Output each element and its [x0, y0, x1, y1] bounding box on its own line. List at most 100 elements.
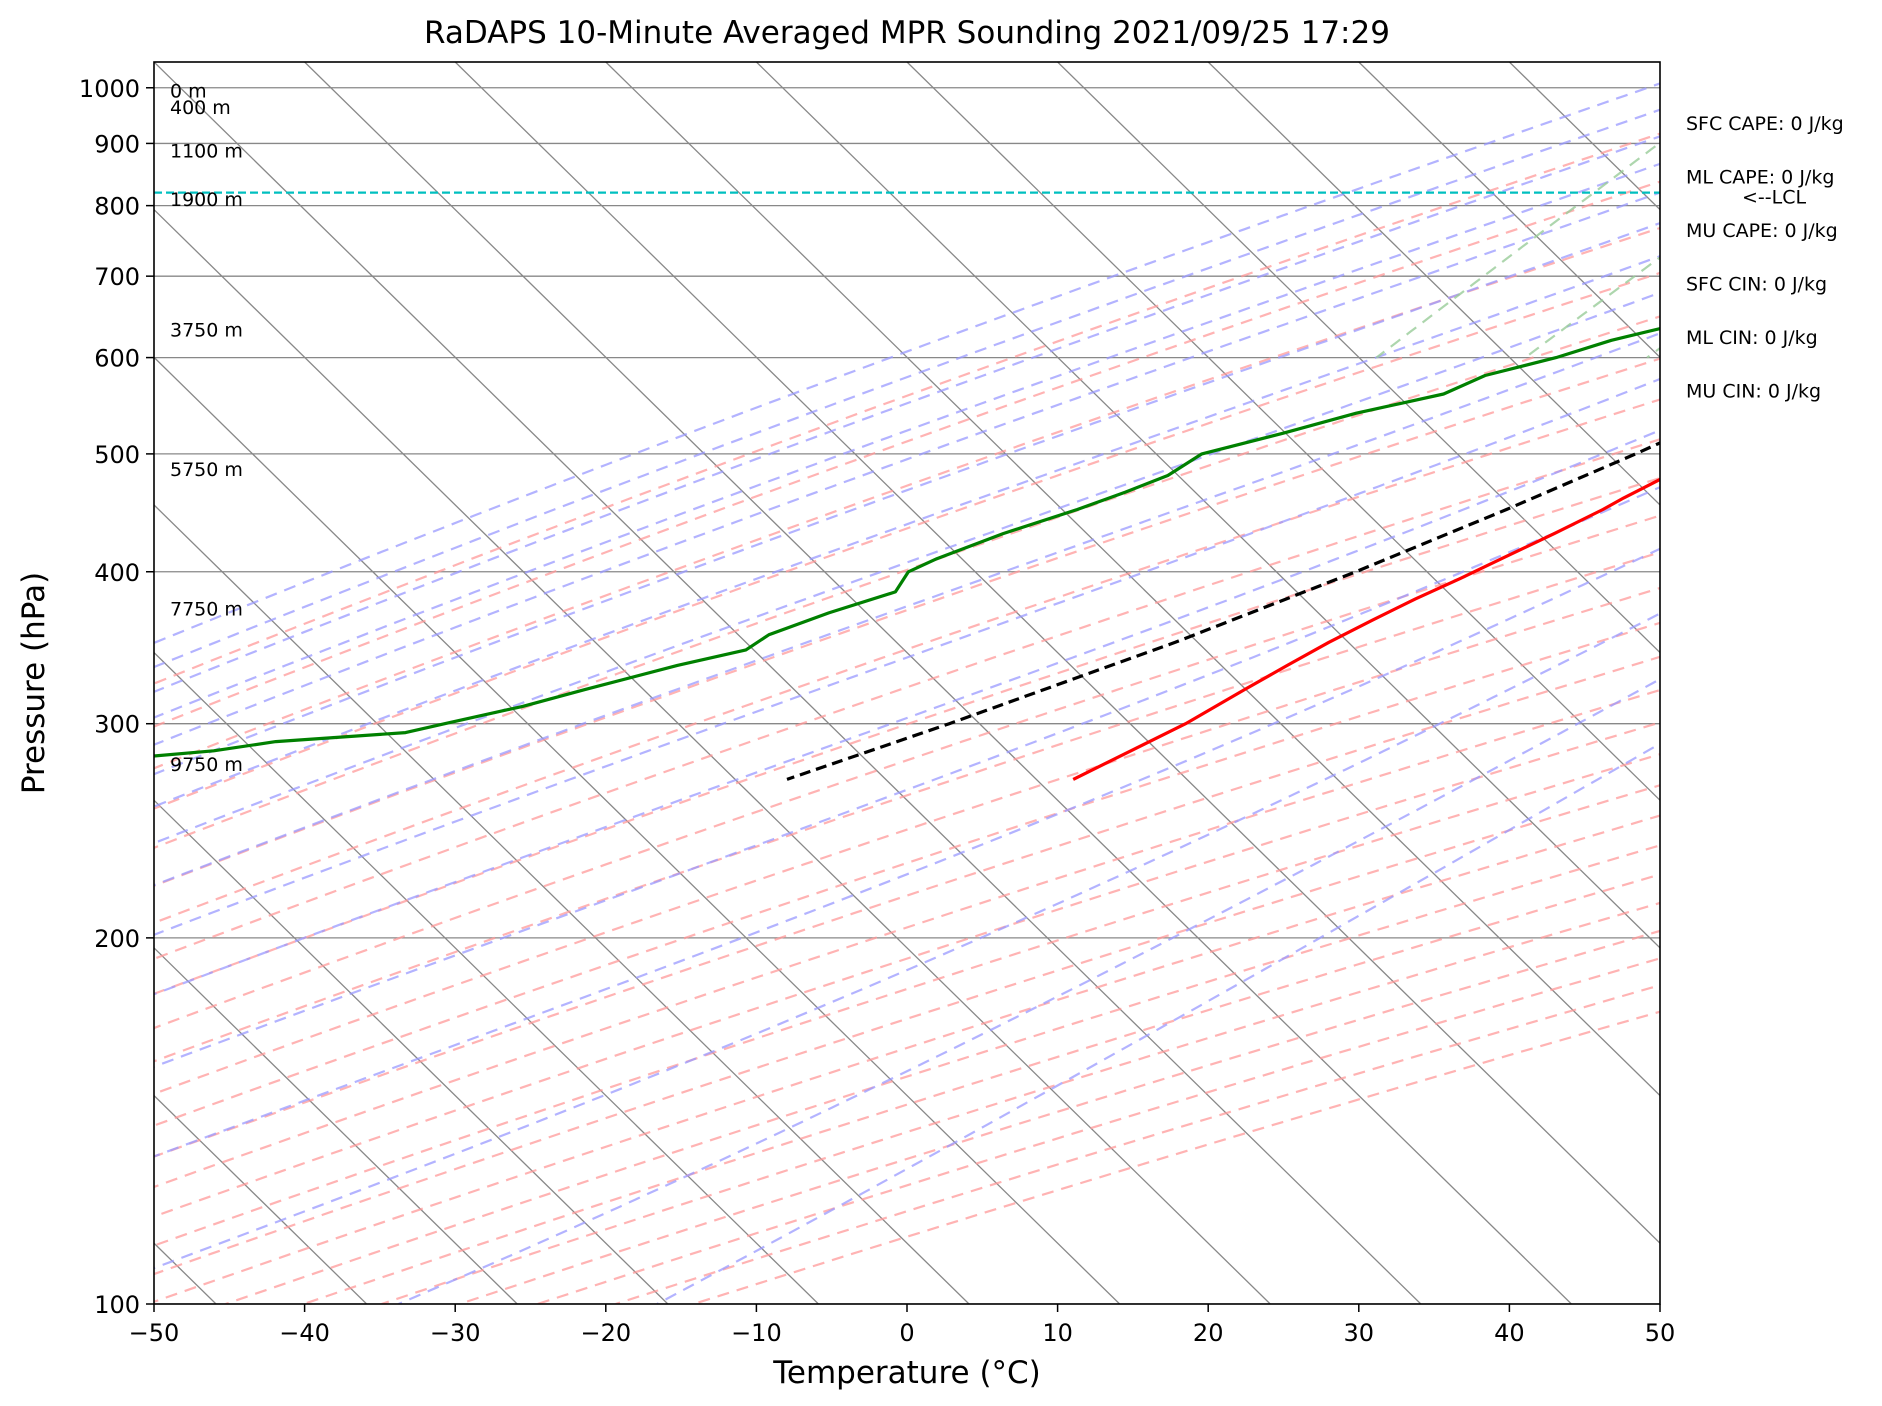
- dry-adiabat-line: [303, 873, 1660, 1304]
- height-label: 1100 m: [170, 141, 243, 163]
- dry-adiabat-line: [459, 929, 1660, 1304]
- index-label: MU CAPE: 0 J/kg: [1686, 220, 1838, 242]
- height-label: 0 m: [170, 80, 207, 102]
- isotherm-line: [1358, 62, 1660, 359]
- height-label: 9750 m: [170, 754, 243, 776]
- moist-adiabat-line: [154, 612, 1660, 1270]
- dry-adiabat-line: [154, 655, 1660, 1158]
- index-label: ML CAPE: 0 J/kg: [1686, 167, 1834, 189]
- isotherm-line: [154, 62, 1422, 1304]
- y-axis: 100 200 300 400 500 600 700 800 900 1000: [79, 75, 154, 1319]
- isotherm-line: [1057, 62, 1660, 654]
- moist-adiabat-line: [154, 221, 1660, 776]
- dry-adiabat-line: [154, 514, 1660, 1030]
- dry-adiabat-line: [154, 753, 1660, 1247]
- x-tick-label: −20: [580, 1319, 631, 1347]
- mixing-ratio-line: [1375, 141, 1660, 359]
- x-axis-label: Temperature (°C): [772, 1355, 1041, 1391]
- x-tick-label: 10: [1042, 1319, 1073, 1347]
- isotherm-line: [154, 1094, 368, 1304]
- y-tick-label: 900: [94, 130, 140, 158]
- isotherm-line: [755, 62, 1660, 949]
- height-label: 5750 m: [170, 459, 243, 481]
- isotherm-line: [154, 504, 970, 1304]
- x-tick-label: −50: [129, 1319, 180, 1347]
- moist-adiabat-line: [154, 291, 1660, 845]
- height-label: 3750 m: [170, 319, 243, 341]
- plot-frame: [153, 61, 1661, 1305]
- dry-adiabat-line: [154, 688, 1660, 1189]
- mixing-ratio-line: [1646, 346, 1660, 359]
- background-lines: [154, 62, 1882, 1304]
- temperature-line: [1072, 477, 1660, 781]
- mixing-ratio-line: [1524, 255, 1660, 359]
- y-tick-label: 200: [94, 925, 140, 953]
- isotherm-line: [154, 208, 1271, 1304]
- moist-adiabat-line: [154, 377, 1660, 937]
- isotherm-line: [1811, 62, 1882, 1304]
- isotherm-line: [1207, 62, 1660, 506]
- index-label: MU CIN: 0 J/kg: [1686, 381, 1821, 403]
- moist-adiabat-line: [154, 135, 1660, 693]
- isotherm-line: [154, 799, 669, 1304]
- dry-adiabat-line: [154, 438, 1660, 961]
- y-tick-label: 700: [94, 263, 140, 291]
- dry-adiabat-line: [154, 180, 1660, 728]
- dry-adiabat-line: [154, 226, 1660, 770]
- isotherm-line: [1508, 62, 1660, 211]
- y-tick-label: 600: [94, 345, 140, 373]
- dry-adiabat-line: [154, 271, 1660, 810]
- y-tick-label: 100: [94, 1291, 140, 1319]
- dry-adiabat-line: [154, 132, 1660, 685]
- dry-adiabat-line: [154, 315, 1660, 850]
- isotherm-line: [304, 62, 1572, 1304]
- x-tick-label: 40: [1494, 1319, 1525, 1347]
- x-tick-label: 0: [899, 1319, 914, 1347]
- mixing-ratio-line: [1822, 62, 1882, 358]
- isotherm-line: [454, 62, 1660, 1245]
- height-label: 7750 m: [170, 599, 243, 621]
- dry-adiabat-line: [154, 551, 1660, 1063]
- dry-adiabat-line: [154, 357, 1660, 888]
- dry-adiabat-line: [154, 586, 1660, 1096]
- index-label: SFC CAPE: 0 J/kg: [1686, 113, 1844, 135]
- x-axis: −50 −40 −30 −20 −10 0 10 20 30 40 50: [129, 1304, 1676, 1347]
- x-tick-label: 20: [1193, 1319, 1224, 1347]
- isotherm-line: [154, 946, 518, 1304]
- chart-title: RaDAPS 10-Minute Averaged MPR Sounding 2…: [424, 15, 1390, 51]
- moist-adiabat-line: [154, 429, 1660, 996]
- index-label: ML CIN: 0 J/kg: [1686, 327, 1818, 349]
- moist-adiabat-line: [154, 332, 1660, 887]
- data-lines: [154, 191, 1660, 781]
- parcel-line: [786, 441, 1660, 781]
- y-tick-label: 1000: [79, 75, 140, 103]
- isotherm-line: [154, 651, 819, 1304]
- moist-adiabat-line: [656, 742, 1660, 1304]
- moist-adiabat-line: [154, 108, 1660, 669]
- dry-adiabat-line: [154, 621, 1660, 1127]
- dry-adiabat-line: [154, 814, 1660, 1303]
- isotherm-line: [605, 62, 1660, 1097]
- x-tick-label: 30: [1344, 1319, 1375, 1347]
- index-label: SFC CIN: 0 J/kg: [1686, 274, 1827, 296]
- height-label: 400 m: [170, 97, 231, 119]
- isotherm-line: [906, 62, 1660, 802]
- mixing-ratio-line: [1723, 62, 1882, 358]
- y-tick-label: 500: [94, 441, 140, 469]
- moist-adiabat-line: [154, 191, 1660, 746]
- dry-adiabat-line: [154, 476, 1660, 996]
- dry-adiabat-line: [154, 398, 1660, 925]
- y-tick-label: 800: [94, 193, 140, 221]
- moist-adiabat-line: [154, 82, 1660, 645]
- x-tick-label: 50: [1645, 1319, 1676, 1347]
- isotherm-line: [1659, 62, 1660, 63]
- x-tick-label: −30: [430, 1319, 481, 1347]
- y-tick-label: 400: [94, 559, 140, 587]
- height-label: 1900 m: [170, 189, 243, 211]
- lcl-label: <--LCL: [1742, 187, 1806, 209]
- x-tick-label: −40: [279, 1319, 330, 1347]
- dewpoint-line: [154, 326, 1660, 758]
- moist-adiabat-line: [154, 547, 1660, 1158]
